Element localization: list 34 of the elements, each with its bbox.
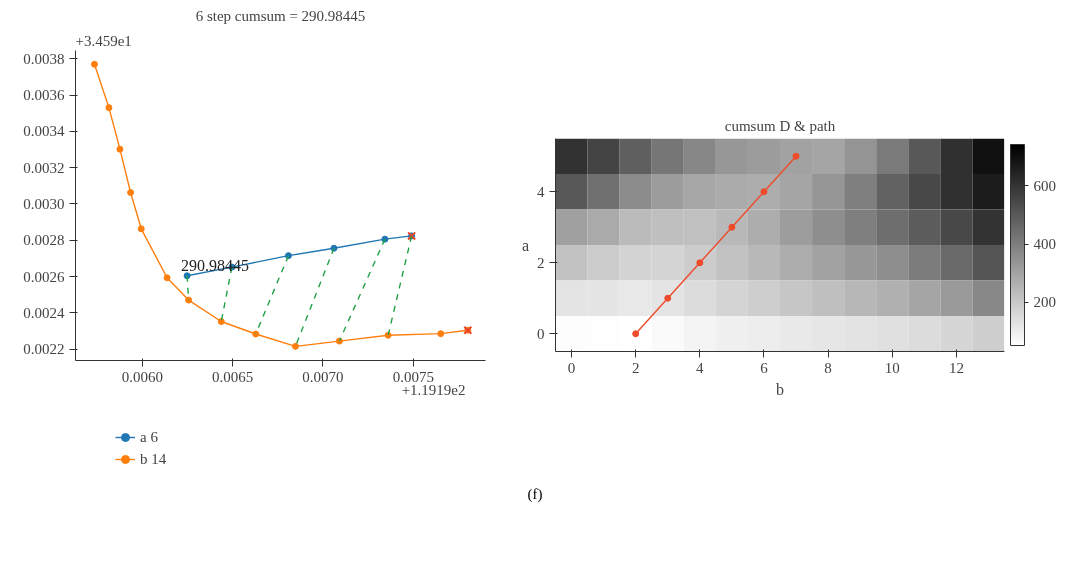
chart-title: 6 step cumsum = 290.98445 (195, 7, 366, 24)
y-tick-label: 0.0032 (23, 159, 65, 176)
text: +3.459e1 (75, 32, 132, 49)
chart-title: cumsum D & path (724, 117, 836, 134)
y-tick-label: 0.0028 (23, 232, 65, 249)
y-tick-label: 0.0024 (23, 304, 65, 321)
color-bar-label: 400 (1033, 236, 1056, 253)
y-tick-label: 0 (537, 325, 545, 342)
x-tick-label: 12 (948, 359, 964, 376)
color-bar-label: 200 (1033, 294, 1056, 311)
legend-label: a 6 (140, 428, 159, 446)
y-tick-label: 0.0022 (23, 341, 65, 358)
legend-label: b 14 (140, 450, 167, 468)
y-tick-label: 0.0036 (23, 87, 65, 104)
annotation: 290.98445 (181, 256, 250, 274)
y-axis-title: a (521, 236, 530, 254)
x-tick-label: 0.0060 (121, 368, 163, 385)
x-axis-title: b (776, 380, 784, 398)
color-bar-label: 600 (1033, 177, 1056, 194)
x-tick-label: 6 (760, 359, 769, 376)
x-tick-label: 2 (631, 359, 640, 376)
x-tick-label: 4 (696, 359, 705, 376)
x-tick-label: 0 (567, 359, 576, 376)
x-tick-label: 10 (884, 359, 900, 376)
y-tick-label: 0.0030 (23, 195, 65, 212)
x-tick-label: 8 (824, 359, 832, 376)
text: (f) (527, 485, 543, 504)
x-tick-label: 0.0070 (302, 368, 344, 385)
y-tick-label: 4 (537, 183, 545, 200)
y-tick-label: 0.0038 (23, 50, 65, 67)
y-tick-label: 0.0026 (23, 268, 65, 285)
y-tick-label: 0.0034 (23, 123, 65, 140)
y-tick-label: 2 (537, 254, 545, 271)
x-tick-label: 0.0065 (212, 368, 254, 385)
